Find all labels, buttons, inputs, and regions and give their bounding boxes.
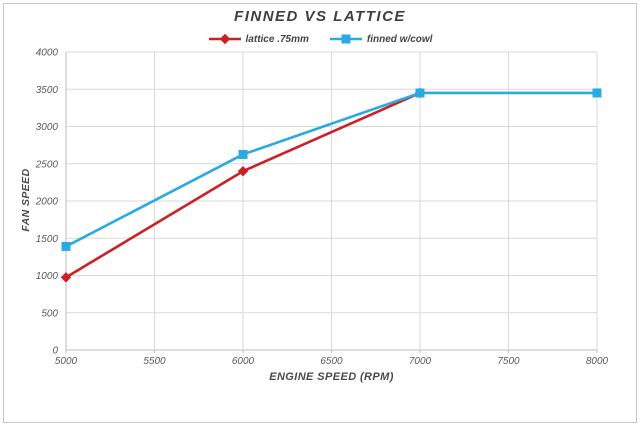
chart-title: FINNED VS LATTICE: [234, 8, 406, 25]
chart-legend: lattice .75mm finned w/cowl: [0, 33, 640, 45]
data-point-finned-w-cowl-5000: [61, 241, 71, 251]
x-tick-label-5000: 5000: [55, 356, 78, 367]
data-point-finned-w-cowl-8000: [592, 88, 602, 98]
y-axis-title: FAN SPEED: [20, 168, 32, 232]
x-tick-label-7000: 7000: [409, 356, 432, 367]
y-tick-label-0: 0: [52, 346, 58, 357]
y-tick-label-2000: 2000: [35, 197, 59, 208]
legend-item-lattice: lattice .75mm: [208, 33, 309, 45]
data-point-lattice-75mm-6000: [237, 166, 249, 177]
data-point-finned-w-cowl-7000: [415, 88, 425, 98]
data-point-finned-w-cowl-6000: [238, 149, 248, 159]
y-tick-label-1000: 1000: [36, 271, 59, 282]
data-point-lattice-75mm-5000: [60, 272, 72, 283]
legend-marker-square-icon: [329, 34, 362, 44]
series-line-finned-w-cowl: [64, 91, 599, 248]
legend-item-finned: finned w/cowl: [329, 33, 433, 45]
y-tick-label-2500: 2500: [35, 159, 59, 170]
y-tick-label-3000: 3000: [36, 122, 59, 133]
y-tick-label-1500: 1500: [36, 234, 59, 245]
x-axis-title: ENGINE SPEED (RPM): [269, 371, 394, 383]
y-tick-label-3500: 3500: [36, 85, 59, 96]
x-tick-label-6500: 6500: [320, 356, 343, 367]
x-tick-label-6000: 6000: [232, 356, 255, 367]
legend-label-lattice: lattice .75mm: [245, 33, 309, 45]
legend-shape-1: [341, 34, 351, 44]
x-tick-label-5500: 5500: [143, 356, 166, 367]
x-tick-label-8000: 8000: [586, 356, 609, 367]
legend-label-finned: finned w/cowl: [366, 33, 433, 45]
y-tick-label-4000: 4000: [36, 48, 59, 59]
legend-marker-diamond-icon: [208, 33, 241, 45]
y-tick-label-500: 500: [41, 308, 58, 319]
x-tick-label-7500: 7500: [497, 356, 520, 367]
